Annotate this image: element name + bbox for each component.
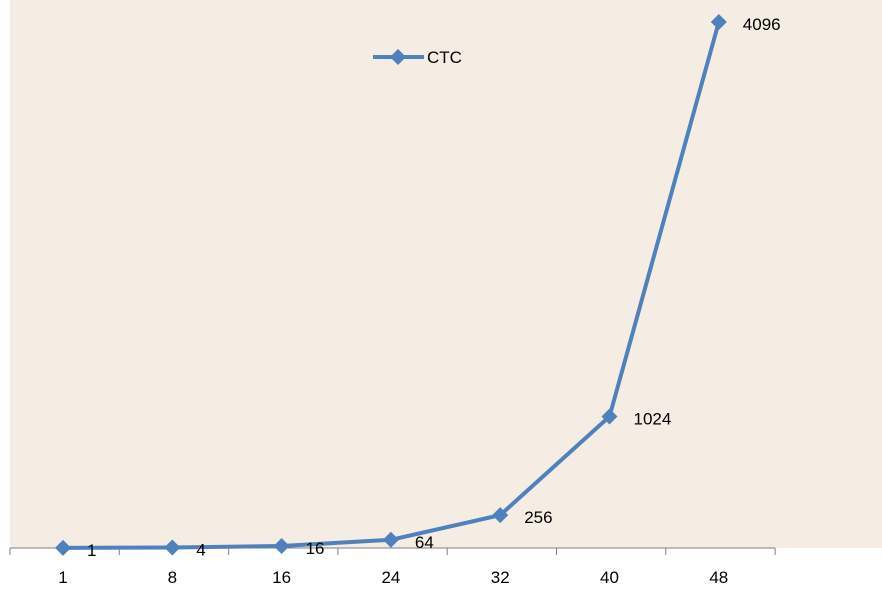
series-ctc bbox=[55, 14, 727, 556]
data-label: 1024 bbox=[634, 410, 672, 429]
series-marker bbox=[601, 408, 618, 425]
data-labels: 1 4 16 64 256 1024 4096 bbox=[87, 15, 781, 560]
data-label: 4096 bbox=[743, 15, 781, 34]
data-label: 1 bbox=[87, 541, 96, 560]
legend: CTC bbox=[373, 48, 462, 67]
legend-label-ctc: CTC bbox=[427, 48, 462, 67]
series-marker bbox=[710, 14, 727, 30]
series-marker bbox=[382, 531, 399, 548]
data-label: 4 bbox=[196, 540, 205, 559]
series-marker bbox=[273, 537, 290, 554]
series-marker bbox=[492, 507, 509, 524]
x-tick-label: 24 bbox=[381, 568, 400, 587]
x-tick-label: 40 bbox=[600, 568, 619, 587]
x-tick-label: 32 bbox=[491, 568, 510, 587]
legend-marker-ctc bbox=[390, 49, 406, 65]
data-label: 64 bbox=[415, 533, 434, 552]
plot-area bbox=[10, 0, 882, 548]
x-tick-label: 48 bbox=[709, 568, 728, 587]
x-axis: 1 8 16 24 32 40 48 bbox=[9, 547, 776, 587]
data-label: 16 bbox=[306, 539, 325, 558]
data-label: 256 bbox=[524, 508, 552, 527]
x-tick-label: 16 bbox=[272, 568, 291, 587]
series-marker bbox=[164, 539, 181, 556]
x-tick-label: 8 bbox=[168, 568, 177, 587]
series-marker bbox=[55, 539, 71, 556]
x-tick-label: 1 bbox=[58, 568, 67, 587]
